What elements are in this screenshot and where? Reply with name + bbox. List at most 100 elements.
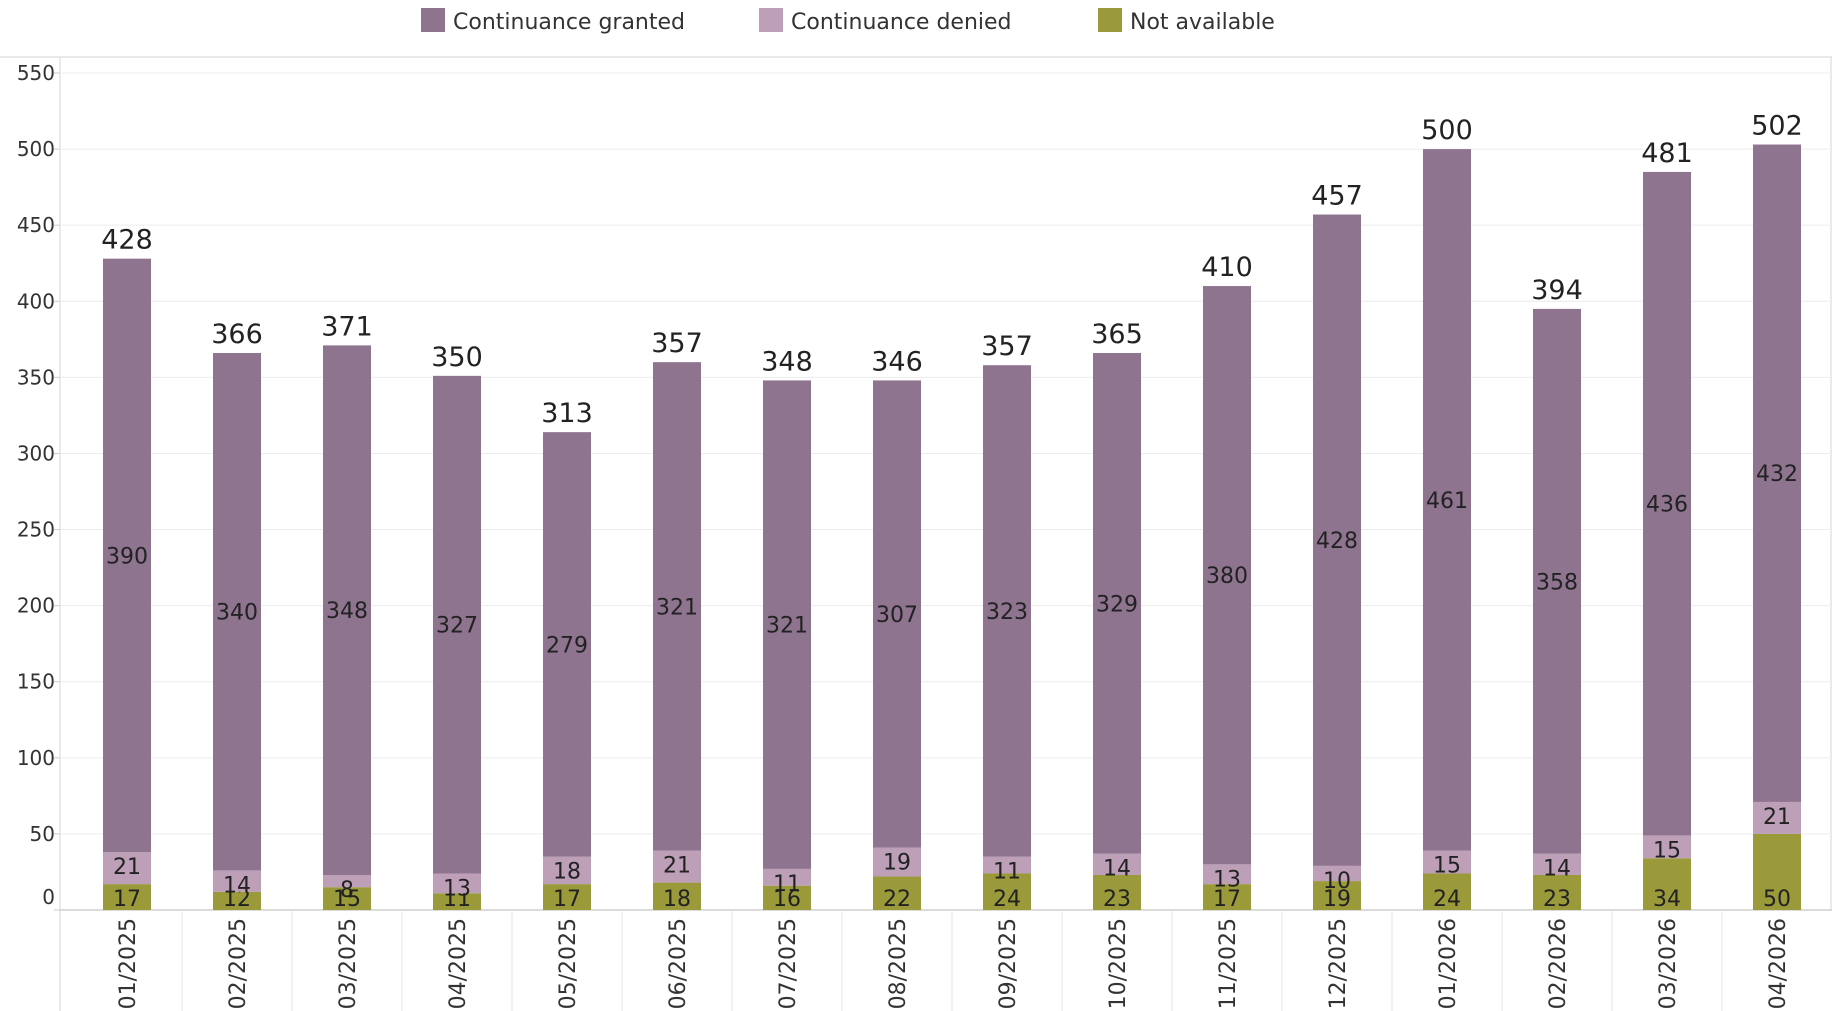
segment-value-label: 19 xyxy=(883,851,911,876)
bar-segment-continuance-denied xyxy=(1643,835,1691,859)
segment-value-label: 432 xyxy=(1756,462,1798,487)
bar-segment-continuance-granted xyxy=(1423,149,1471,851)
x-tick-label: 10/2025 xyxy=(1106,918,1131,1009)
x-tick-label: 04/2026 xyxy=(1766,918,1791,1009)
plot-frame xyxy=(0,56,1832,1011)
legend-label: Continuance granted xyxy=(453,10,685,35)
y-tick-label: 500 xyxy=(17,137,55,161)
segment-value-label: 8 xyxy=(340,878,354,903)
segment-value-label: 17 xyxy=(553,887,581,912)
bar-segment-not-available xyxy=(1643,858,1691,910)
legend-label: Continuance denied xyxy=(791,10,1012,35)
bar-group-04-2026: 50 21 432 502 xyxy=(1751,111,1803,912)
segment-value-label: 50 xyxy=(1763,887,1791,912)
segment-value-label: 358 xyxy=(1536,570,1578,595)
bar-segment-continuance-granted xyxy=(1203,286,1251,865)
segment-value-label: 21 xyxy=(663,854,691,879)
segment-value-label: 15 xyxy=(1653,838,1681,863)
bar-total-label: 371 xyxy=(321,311,373,342)
segment-value-label: 24 xyxy=(1433,887,1461,912)
x-tick-label: 09/2025 xyxy=(996,918,1021,1009)
bar-segment-continuance-granted xyxy=(1093,353,1141,854)
bar-segment-continuance-granted xyxy=(103,258,151,853)
y-tick-label: 550 xyxy=(17,61,55,85)
bar-segment-continuance-denied xyxy=(1313,865,1361,882)
legend-swatch xyxy=(421,8,445,32)
segment-value-label: 380 xyxy=(1206,564,1248,589)
y-tick-label: 200 xyxy=(17,594,55,618)
bar-total-label: 457 xyxy=(1311,181,1363,212)
y-tick-label: 150 xyxy=(17,670,55,694)
bar-total-label: 481 xyxy=(1641,138,1693,169)
bar-segment-continuance-granted xyxy=(1313,214,1361,866)
bar-segment-continuance-denied xyxy=(1533,853,1581,875)
bar-segment-continuance-denied xyxy=(653,850,701,883)
segment-value-label: 428 xyxy=(1316,529,1358,554)
bar-segment-not-available xyxy=(1313,881,1361,910)
segment-value-label: 321 xyxy=(656,595,698,620)
bar-segment-not-available xyxy=(763,885,811,910)
segment-value-label: 18 xyxy=(663,887,691,912)
bar-segment-not-available xyxy=(1753,833,1801,910)
x-tick-label: 06/2025 xyxy=(666,918,691,1009)
segment-value-label: 15 xyxy=(333,887,361,912)
x-tick-label: 07/2025 xyxy=(776,918,801,1009)
segment-value-label: 23 xyxy=(1103,887,1131,912)
segment-value-label: 17 xyxy=(113,887,141,912)
y-tick-label: 300 xyxy=(17,441,55,465)
segment-value-label: 18 xyxy=(553,860,581,885)
x-tick-label: 02/2025 xyxy=(226,918,251,1009)
segment-value-label: 329 xyxy=(1096,592,1138,617)
segment-value-label: 23 xyxy=(1543,887,1571,912)
bar-segment-continuance-denied xyxy=(1093,853,1141,875)
segment-value-label: 307 xyxy=(876,603,918,628)
segment-value-label: 323 xyxy=(986,600,1028,625)
bar-total-label: 348 xyxy=(761,346,813,377)
x-tick-label: 02/2026 xyxy=(1546,918,1571,1009)
bar-total-label: 357 xyxy=(651,328,703,359)
bar-segment-not-available xyxy=(983,873,1031,910)
bar-segment-not-available xyxy=(433,893,481,910)
bar-segment-continuance-granted xyxy=(763,380,811,869)
y-tick-label: 350 xyxy=(17,365,55,389)
segment-value-label: 34 xyxy=(1653,887,1681,912)
segment-value-label: 14 xyxy=(1543,857,1571,882)
bar-segment-not-available xyxy=(1203,884,1251,910)
bar-segment-not-available xyxy=(653,882,701,910)
bar-total-label: 366 xyxy=(211,319,263,350)
x-tick-label: 12/2025 xyxy=(1326,918,1351,1009)
bar-segment-not-available xyxy=(1093,874,1141,910)
bar-total-label: 428 xyxy=(101,225,153,256)
y-tick-label: 400 xyxy=(17,289,55,313)
segment-value-label: 14 xyxy=(223,873,251,898)
bar-segment-continuance-denied xyxy=(1423,850,1471,874)
segment-value-label: 390 xyxy=(106,544,148,569)
bar-group-03-2025: 158 348 371 xyxy=(321,311,373,912)
bar-segment-continuance-denied xyxy=(323,874,371,888)
x-tick-label: 03/2026 xyxy=(1656,918,1681,1009)
segment-value-label: 327 xyxy=(436,614,478,639)
segment-value-label: 10 xyxy=(1323,869,1351,894)
bar-total-label: 350 xyxy=(431,342,483,373)
bar-segment-continuance-granted xyxy=(983,365,1031,857)
y-tick-label: 450 xyxy=(17,213,55,237)
y-tick-label: 0 xyxy=(42,885,55,909)
bar-segment-continuance-denied xyxy=(103,852,151,885)
bar-segment-continuance-denied xyxy=(873,847,921,877)
bar-segment-continuance-granted xyxy=(1753,144,1801,802)
segment-value-label: 321 xyxy=(766,614,808,639)
bar-segment-continuance-denied xyxy=(543,856,591,885)
segment-value-label: 436 xyxy=(1646,493,1688,518)
x-axis: 01/2025 02/2025 03/2025 04/2025 05/2025 06/20… xyxy=(116,910,1791,1011)
x-tick-label: 03/2025 xyxy=(336,918,361,1009)
bar-segment-not-available xyxy=(873,876,921,910)
segment-value-label: 279 xyxy=(546,633,588,658)
segment-value-label: 22 xyxy=(883,887,911,912)
bar-segment-continuance-granted xyxy=(543,432,591,857)
bar-segment-continuance-denied xyxy=(1203,864,1251,885)
bar-segment-not-available xyxy=(103,884,151,910)
